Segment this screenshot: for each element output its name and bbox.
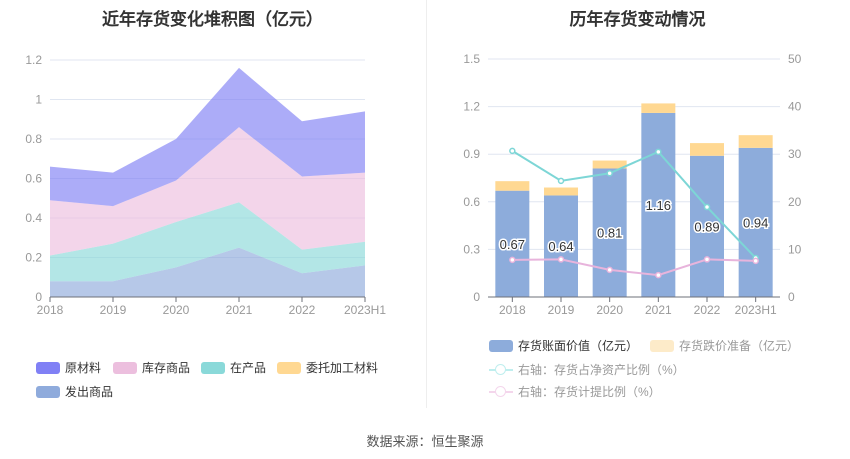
legend-item-3[interactable]: 委托加工材料 <box>277 359 378 376</box>
legend-label: 库存商品 <box>142 361 191 375</box>
bar-book-value <box>495 190 530 297</box>
left-chart-title: 近年存货变化堆积图（亿元） <box>102 10 323 29</box>
x-tick-label: 2021 <box>645 303 672 317</box>
bar-book-value <box>738 147 773 297</box>
legend-swatch <box>113 361 137 374</box>
legend-swatch <box>650 339 674 352</box>
bar-value-label: 0.81 <box>597 226 622 241</box>
line-point <box>557 177 565 185</box>
y-tick-label: 1 <box>35 93 42 107</box>
legend-line-net-asset-ratio[interactable]: 右轴：存货占净资产比例（%） <box>489 361 685 378</box>
legend-label: 原材料 <box>65 361 102 375</box>
bar-reserve <box>544 187 578 196</box>
bar-value-label: 0.67 <box>500 237 525 252</box>
x-tick-label: 2018 <box>37 303 64 317</box>
y-tick-label: 0.3 <box>463 242 480 256</box>
bar-reserve <box>738 135 773 148</box>
y-tick-label: 1.5 <box>463 52 480 66</box>
bar-value-label: 0.89 <box>694 219 719 234</box>
legend-item-0[interactable]: 原材料 <box>36 359 101 376</box>
x-tick-label: 2018 <box>499 303 526 317</box>
y-tick-label: 0.9 <box>463 147 480 161</box>
legend-swatch <box>489 339 513 352</box>
x-tick-label: 2022 <box>289 303 316 317</box>
legend-swatch <box>201 361 225 374</box>
bar-value-label: 1.16 <box>646 198 671 213</box>
bar-value-label: 0.64 <box>548 239 573 254</box>
x-tick-label: 2022 <box>694 303 721 317</box>
bar-reserve <box>641 103 676 113</box>
y2-tick-label: 50 <box>788 52 802 66</box>
line-point <box>655 271 662 279</box>
y2-tick-label: 0 <box>788 290 795 304</box>
legend-label: 存货跌价准备（亿元） <box>679 339 800 353</box>
x-tick-label: 2019 <box>548 303 575 317</box>
bar-reserve <box>495 181 530 191</box>
y-tick-label: 0.2 <box>25 251 42 265</box>
y2-tick-label: 40 <box>788 100 802 114</box>
area-库存商品 <box>50 127 365 256</box>
x-tick-label: 2023H1 <box>344 303 386 317</box>
data-source: 数据来源：恒生聚源 <box>366 434 484 449</box>
y-tick-label: 0 <box>35 290 42 304</box>
area-发出商品 <box>50 247 365 297</box>
x-tick-label: 2020 <box>596 303 623 317</box>
legend-item-1[interactable]: 库存商品 <box>113 359 190 376</box>
legend-label: 委托加工材料 <box>306 361 379 375</box>
line-point <box>509 256 516 264</box>
legend-label: 存货账面价值（亿元） <box>518 339 639 353</box>
y2-tick-label: 30 <box>788 147 802 161</box>
divider <box>426 0 427 408</box>
area-原材料 <box>50 67 365 207</box>
legend-item-2[interactable]: 在产品 <box>201 359 266 376</box>
legend-bar-book-value[interactable]: 存货账面价值（亿元） <box>489 337 638 354</box>
x-tick-label: 2019 <box>100 303 127 317</box>
legend-label: 发出商品 <box>65 385 114 399</box>
legend-bar-reserve[interactable]: 存货跌价准备（亿元） <box>650 337 799 354</box>
line-point <box>606 266 613 274</box>
x-tick-label: 2020 <box>163 303 190 317</box>
legend-swatch <box>36 361 60 374</box>
line-point <box>703 256 711 263</box>
line-point <box>557 256 565 263</box>
y-tick-label: 0.6 <box>25 172 42 186</box>
area-在产品 <box>50 202 365 282</box>
y-tick-label: 1.2 <box>25 53 42 67</box>
bar-value-label: 0.94 <box>743 215 768 230</box>
bar-book-value <box>592 168 627 297</box>
x-tick-label: 2021 <box>226 303 253 317</box>
line-circle-icon <box>489 385 513 398</box>
line-point <box>606 169 613 177</box>
y-tick-label: 0.8 <box>25 132 42 146</box>
line-右轴：存货占净资产比例（%） <box>511 150 757 259</box>
bar-reserve <box>592 160 627 169</box>
y2-tick-label: 10 <box>788 242 802 256</box>
line-point <box>509 147 516 155</box>
y-tick-label: 0 <box>473 290 480 304</box>
line-point <box>655 148 662 156</box>
legend-swatch <box>277 361 301 374</box>
legend-label: 右轴：存货计提比例（%） <box>518 385 661 399</box>
right-chart-title: 历年存货变动情况 <box>569 10 706 29</box>
bar-book-value <box>690 155 724 297</box>
line-point <box>703 203 711 211</box>
bar-book-value <box>544 195 578 297</box>
y-tick-label: 0.6 <box>463 195 480 209</box>
line-point <box>752 257 759 265</box>
legend-item-4[interactable]: 发出商品 <box>36 383 113 400</box>
bar-book-value <box>641 112 676 298</box>
line-circle-icon <box>489 363 513 376</box>
y-tick-label: 1.2 <box>463 100 480 114</box>
line-右轴：存货计提比例（%） <box>512 258 756 277</box>
legend-label: 右轴：存货占净资产比例（%） <box>518 363 685 377</box>
legend-swatch <box>36 385 60 398</box>
y-tick-label: 0.4 <box>25 211 42 225</box>
bar-reserve <box>690 143 724 156</box>
y2-tick-label: 20 <box>788 195 802 209</box>
legend-line-provision-ratio[interactable]: 右轴：存货计提比例（%） <box>489 383 661 400</box>
legend-label: 在产品 <box>230 361 267 375</box>
x-tick-label: 2023H1 <box>735 303 777 317</box>
